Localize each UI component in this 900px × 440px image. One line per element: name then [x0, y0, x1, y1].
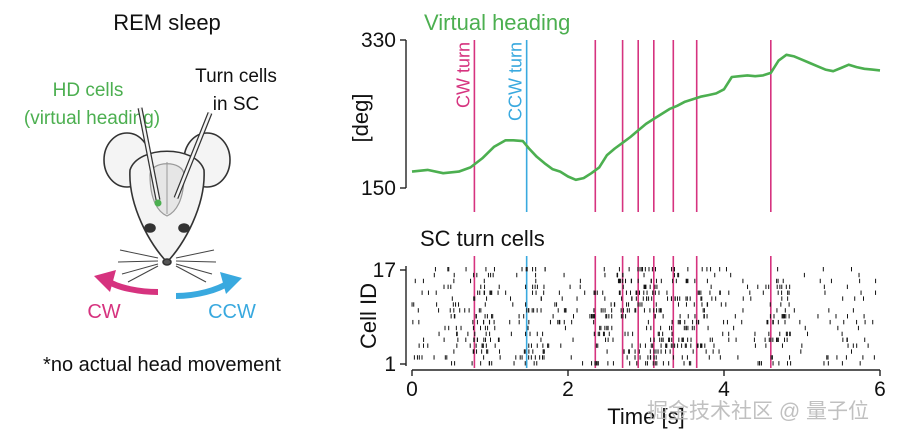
top-y-tick-label-1: 330 [361, 29, 396, 52]
turn-cells-label: Turn cells [195, 66, 277, 87]
heading-series-line [411, 53, 881, 182]
raster-y-axis-label: Cell ID [356, 283, 381, 349]
x-tick-label-3: 6 [874, 378, 886, 401]
chart-area: CW turn CCW turn Virtual heading 150 330 [deg… [348, 10, 886, 429]
chart-title: Virtual heading [424, 10, 570, 35]
left-panel: REM sleep HD cells (virtual heading) Tur… [24, 10, 282, 376]
cw-arrow-icon [106, 278, 159, 295]
x-tick-label-2: 4 [718, 378, 730, 401]
x-axis-label: Time [s] [607, 404, 684, 429]
x-tick-label-1: 2 [562, 378, 574, 401]
event-label-ccw: CCW turn [506, 42, 526, 121]
x-tick-label-0: 0 [406, 378, 418, 401]
rem-sleep-title: REM sleep [113, 10, 221, 35]
cw-label: CW [87, 301, 120, 323]
ccw-label: CCW [208, 301, 256, 323]
ccw-arrowhead-icon [220, 272, 242, 294]
event-label-cw: CW turn [453, 42, 473, 108]
turn-electrode-icon [173, 112, 213, 199]
raster-title: SC turn cells [420, 226, 545, 251]
top-y-tick-label-0: 150 [361, 177, 396, 200]
whiskers-icon [117, 249, 217, 283]
mouse-head-icon [103, 132, 231, 266]
ccw-arrow-icon [175, 280, 230, 299]
hd-cells-label: HD cells [53, 80, 124, 101]
raster-y-tick-label-1: 17 [373, 259, 396, 282]
hd-cells-sublabel: (virtual heading) [24, 108, 160, 129]
top-y-axis-label: [deg] [348, 94, 373, 143]
watermark: 掘金技术社区 @ 量子位 [647, 400, 869, 423]
cw-arrowhead-icon [94, 270, 116, 292]
raster-y-tick-label-0: 1 [384, 353, 396, 376]
turn-cells-sublabel: in SC [213, 94, 259, 115]
hd-electrode-icon [137, 107, 162, 207]
footnote: *no actual head movement [43, 354, 281, 376]
